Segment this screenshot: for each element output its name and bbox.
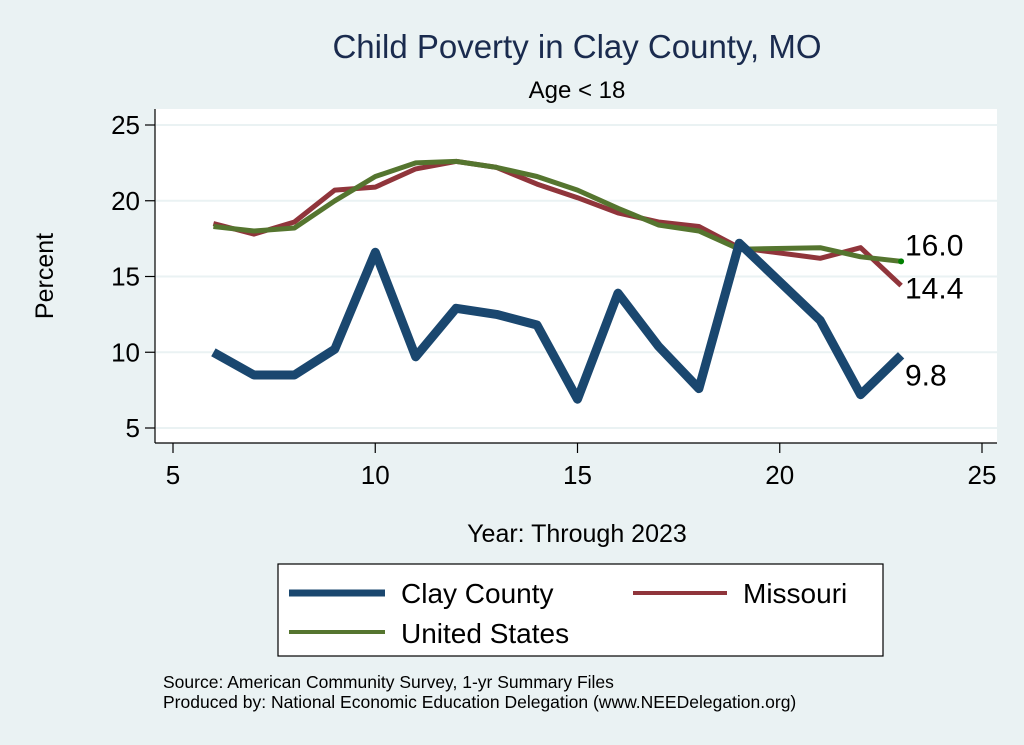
x-tick-label: 20 xyxy=(765,460,794,490)
series-lines xyxy=(211,158,905,404)
chart-subtitle: Age < 18 xyxy=(529,77,626,104)
legend-label-united-states: United States xyxy=(401,618,569,649)
end-label-clay-county: 9.8 xyxy=(905,359,947,392)
legend-label-clay-county: Clay County xyxy=(401,578,554,609)
y-tick-label: 10 xyxy=(111,337,140,367)
y-tick-label: 25 xyxy=(111,110,140,140)
legend-box xyxy=(277,563,884,657)
legend: Clay County Missouri United States xyxy=(277,563,884,657)
x-tick-label: 25 xyxy=(968,460,997,490)
x-tick-label: 15 xyxy=(563,460,592,490)
series-line-united-states xyxy=(213,158,902,264)
gridlines xyxy=(156,124,997,429)
end-marker-united-states xyxy=(898,258,905,265)
x-axis-title: Year: Through 2023 xyxy=(467,520,687,548)
end-labels: 9.8 14.4 16.0 xyxy=(905,229,963,392)
end-label-missouri: 14.4 xyxy=(905,273,963,306)
x-tick-label: 5 xyxy=(166,460,180,490)
y-tick-label: 20 xyxy=(111,186,140,216)
chart-title: Child Poverty in Clay County, MO xyxy=(332,28,821,65)
series-line-clay-county xyxy=(211,238,905,404)
legend-label-missouri: Missouri xyxy=(743,578,847,609)
y-tick-label: 15 xyxy=(111,262,140,292)
y-axis-ticks: 5 10 15 20 25 xyxy=(111,110,155,443)
source-note: Source: American Community Survey, 1-yr … xyxy=(163,672,614,692)
end-label-united-states: 16.0 xyxy=(905,229,963,262)
y-tick-label: 5 xyxy=(126,413,140,443)
y-axis-title: Percent xyxy=(31,233,59,319)
x-axis-ticks: 5 10 15 20 25 xyxy=(166,443,997,490)
series-line-missouri xyxy=(212,158,903,288)
x-tick-label: 10 xyxy=(361,460,390,490)
producer-note: Produced by: National Economic Education… xyxy=(163,692,796,712)
